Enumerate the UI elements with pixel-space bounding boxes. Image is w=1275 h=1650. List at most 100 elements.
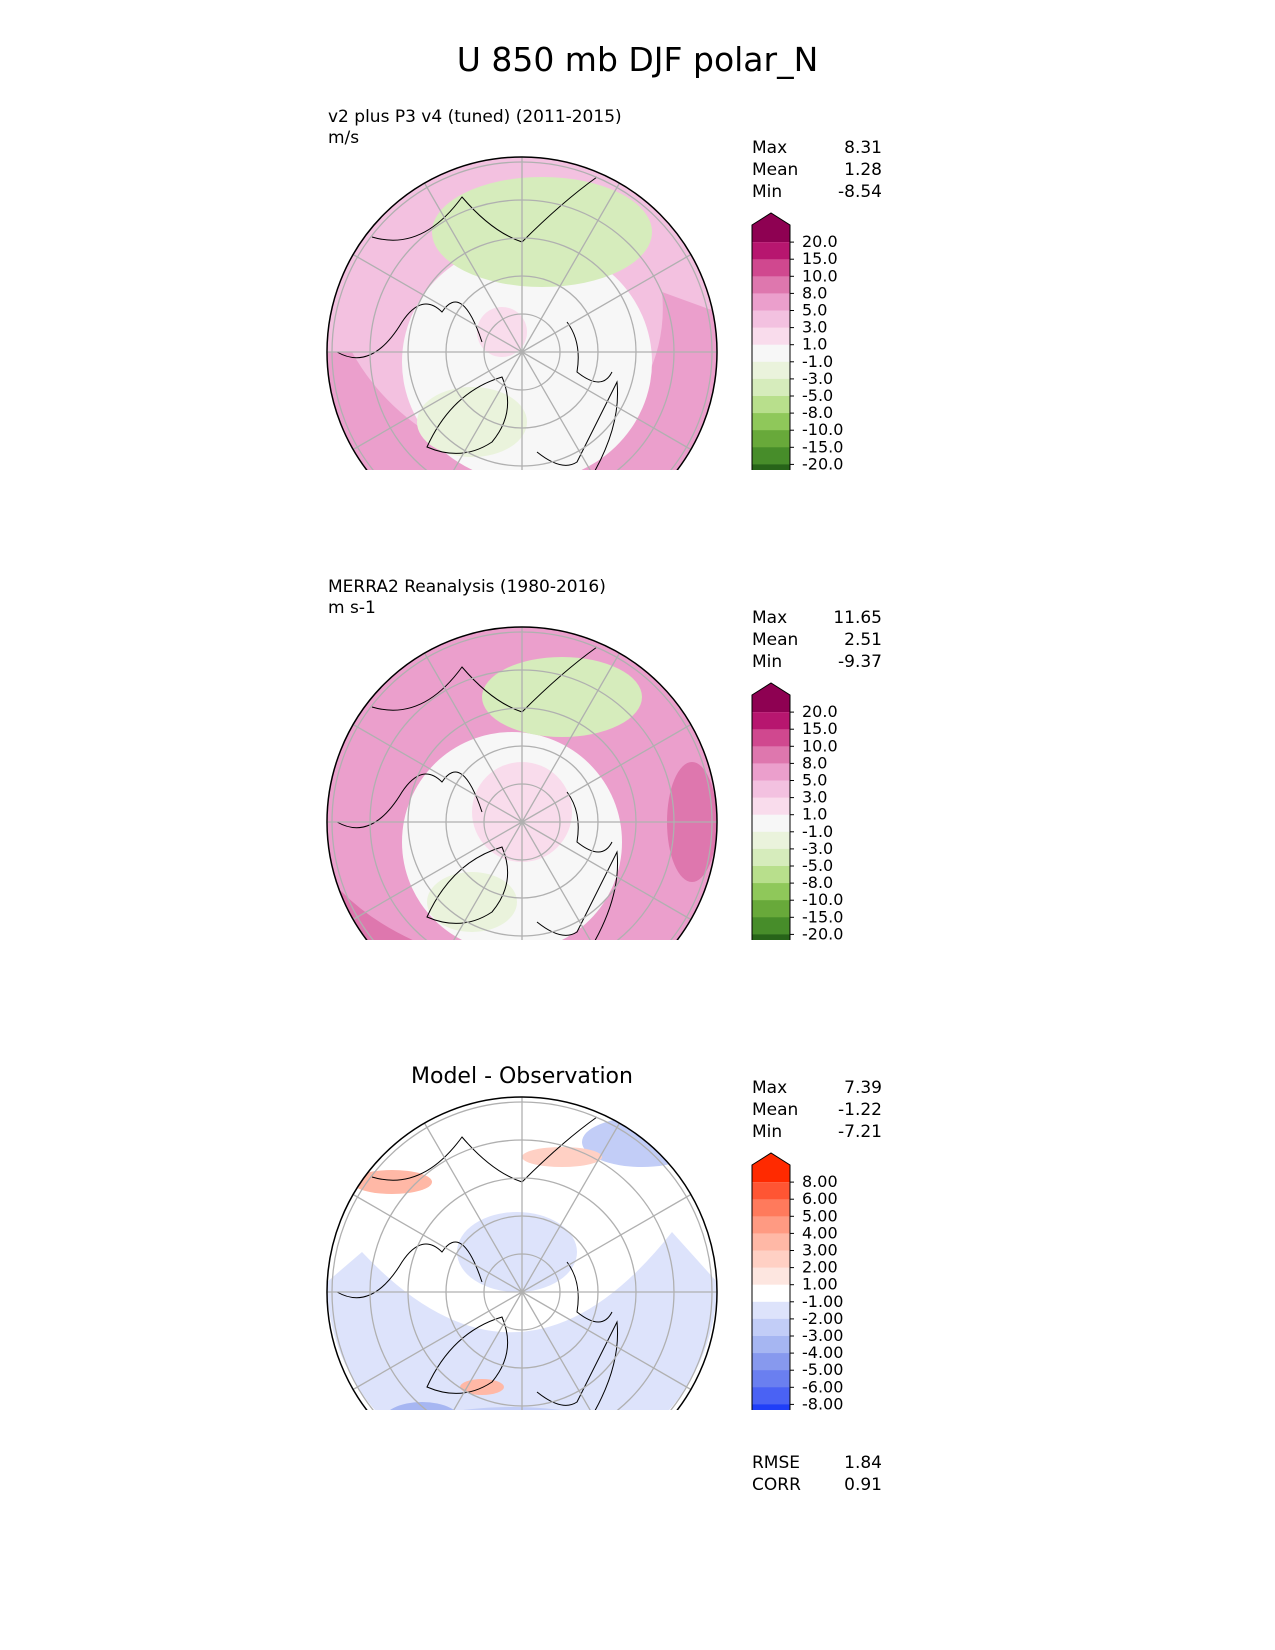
colorbar-band [752,763,790,781]
coastline [336,301,483,359]
stat-row-mean: Mean -1.22 [752,1099,882,1121]
colorbar-tick-label: 3.00 [802,1241,838,1260]
coastline [371,176,598,243]
coastline [511,380,619,470]
colorbar-tick-label: -5.0 [802,386,833,405]
panel-diff: Model - Observation Max 7.39 Mean -1.22 Min -7… [0,940,1275,1495]
colorbar-tick-label: 15.0 [802,719,838,738]
colorbar-band [752,900,790,918]
coastline [511,850,619,940]
coastline [511,1320,619,1410]
stats-block: Max 11.65 Mean 2.51 Min -9.37 [752,607,882,673]
field-negative [432,177,652,287]
colorbar-tick-label: 10.0 [802,266,838,285]
colorbar-tick-label: -3.00 [802,1326,843,1345]
stat-label: RMSE [752,1453,801,1473]
meridian-line [352,723,523,823]
colorbar-tick-label: -15.0 [802,437,843,456]
meridian-line [423,351,523,470]
colorbar-band [752,831,790,850]
stat-value: -1.22 [838,1100,882,1120]
colorbar-band [752,1199,790,1217]
colorbar-band [752,1318,790,1337]
colorbar-band [752,344,790,363]
stat-label: Mean [752,160,799,180]
colorbar-tick-label: -10.0 [802,890,843,909]
meridian-line [423,182,523,353]
meridian-line [423,1291,523,1410]
colorbar-band [752,1182,790,1200]
colorbar-extend-max [752,683,790,695]
coastline [336,1241,483,1299]
meridian-line [521,1291,621,1410]
meridian-line [352,351,523,451]
stat-row-mean: Mean 2.51 [752,629,882,651]
colorbar-tick-label: -5.00 [802,1360,843,1379]
colorbar-band [752,242,790,260]
colorbar-band [752,1267,790,1286]
stat-value: -9.37 [838,652,882,672]
colorbar-band [752,1284,790,1303]
meridian-line [521,1122,621,1293]
colorbar-tick-label: 3.0 [802,788,827,807]
colorbar-band [752,1301,790,1320]
colorbar-tick-label: 4.00 [802,1223,838,1242]
colorbar-band [752,780,790,799]
stat-label: CORR [752,1475,801,1495]
colorbar-band [752,430,790,448]
colorbar-tick-label: -3.0 [802,369,833,388]
colorbar-band [752,746,790,764]
stat-value: 2.51 [844,630,882,650]
colorbar-tick-label: 5.00 [802,1206,838,1225]
stat-label: Mean [752,1100,799,1120]
colorbar-band [752,310,790,329]
coastline [566,1261,613,1323]
stats-block: Max 8.31 Mean 1.28 Min -8.54 [752,137,882,203]
meridian-line [352,821,523,921]
colorbar-band [752,1353,790,1371]
stat-row-max: Max 11.65 [752,607,882,629]
meridian-line [521,1291,692,1391]
meridian-line [521,723,692,823]
colorbar-tick-label: -20.0 [802,454,843,470]
meridian-line [352,253,523,353]
colorbar-band [752,1216,790,1234]
colorbar-band [752,1233,790,1251]
colorbar-tick-label: -6.00 [802,1377,843,1396]
stat-value: -8.54 [838,182,882,202]
stat-row-min: Min -9.37 [752,651,882,673]
meridian-line [521,351,692,451]
colorbar-outline [751,212,791,470]
stat-row-min: Min -7.21 [752,1121,882,1143]
colorbar: 8.006.005.004.003.002.001.00-1.00-2.00-3… [751,1152,843,1410]
colorbar-tick-label: 5.0 [802,301,827,320]
field-positive [352,1170,432,1194]
stat-value: 11.65 [833,608,882,628]
panel-title: v2 plus P3 v4 (tuned) (2011-2015) [328,107,622,127]
colorbar-tick-label: 20.0 [802,702,838,721]
colorbar-band [752,712,790,730]
colorbar-tick-label: -1.00 [802,1292,843,1311]
colorbar-band [752,293,790,311]
stats-block: Max 7.39 Mean -1.22 Min -7.21 [752,1077,882,1143]
stat-value: 8.31 [844,138,882,158]
colorbar-band [752,361,790,380]
colorbar-band [752,848,790,867]
map-svg: 8.006.005.004.003.002.001.00-1.00-2.00-3… [326,1096,843,1410]
colorbar-tick-label: -8.0 [802,873,833,892]
meridian-line [521,652,621,823]
panel-title: Model - Observation [411,1064,633,1089]
stat-label: Min [752,1122,783,1142]
polar-map [327,1097,717,1410]
colorbar-tick-label: 3.0 [802,318,827,337]
panel-title: MERRA2 Reanalysis (1980-2016) [328,577,606,597]
colorbar-extend-max [752,213,790,225]
colorbar-tick-label: -8.00 [802,1394,843,1410]
colorbar-band [752,866,790,884]
error-stats: RMSE 1.84 CORR 0.91 [752,1452,882,1496]
colorbar-band [752,814,790,833]
map-boundary [326,626,718,940]
colorbar-band [752,1165,790,1183]
stat-label: Min [752,182,783,202]
coastline [371,646,598,713]
